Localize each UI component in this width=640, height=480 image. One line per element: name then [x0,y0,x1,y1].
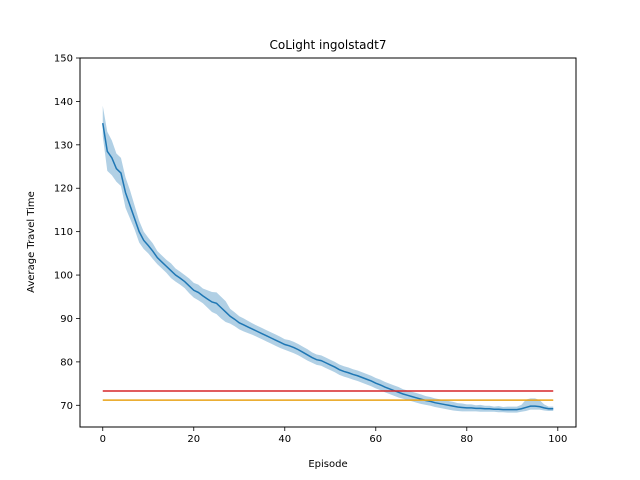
x-axis-label: Episode [308,459,347,470]
y-tick-label: 150 [54,54,73,65]
x-tick-label: 20 [187,434,200,445]
plot-frame [79,57,577,428]
plot-layer [102,105,554,413]
x-tick-label: 100 [548,434,567,445]
y-tick-label: 110 [54,227,73,238]
x-tick-label: 60 [369,434,382,445]
y-tick-label: 70 [60,401,73,412]
x-tick-label: 80 [460,434,473,445]
x-axis: 0 20 40 60 80 100 [100,427,567,445]
y-tick-label: 140 [54,97,73,108]
y-tick-label: 120 [54,184,73,195]
y-axis: 70 80 90 100 110 120 130 140 150 [54,54,80,412]
x-tick-label: 40 [278,434,291,445]
y-axis-label: Average Travel Time [26,191,37,293]
chart-title: CoLight ingolstadt7 [270,38,387,52]
y-tick-label: 90 [60,314,73,325]
y-tick-label: 100 [54,271,73,282]
y-tick-label: 130 [54,140,73,151]
mean-travel-time-line [102,123,554,411]
y-tick-label: 80 [60,357,73,368]
x-tick-label: 0 [100,434,106,445]
